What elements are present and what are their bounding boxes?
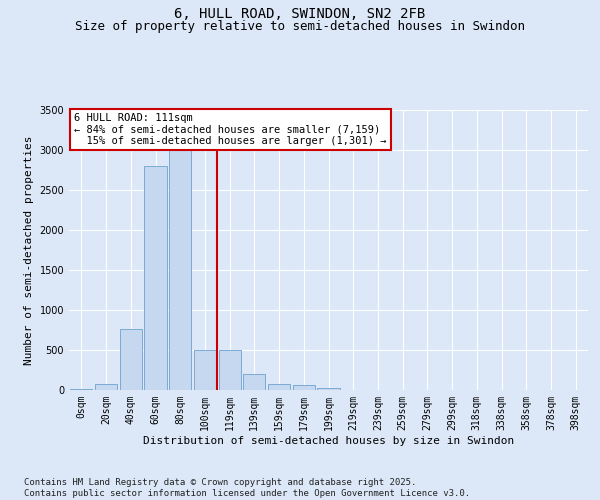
Bar [95, 384, 117, 390]
Bar [194, 350, 216, 390]
Bar [317, 388, 340, 390]
Bar [145, 166, 167, 390]
Y-axis label: Number of semi-detached properties: Number of semi-detached properties [24, 135, 34, 365]
Text: Size of property relative to semi-detached houses in Swindon: Size of property relative to semi-detach… [75, 20, 525, 33]
Bar [243, 374, 265, 390]
Bar [169, 134, 191, 390]
X-axis label: Distribution of semi-detached houses by size in Swindon: Distribution of semi-detached houses by … [143, 436, 514, 446]
Text: 6, HULL ROAD, SWINDON, SN2 2FB: 6, HULL ROAD, SWINDON, SN2 2FB [175, 8, 425, 22]
Bar [70, 389, 92, 390]
Bar [119, 329, 142, 390]
Text: Contains HM Land Registry data © Crown copyright and database right 2025.
Contai: Contains HM Land Registry data © Crown c… [24, 478, 470, 498]
Bar [293, 385, 315, 390]
Text: 6 HULL ROAD: 111sqm
← 84% of semi-detached houses are smaller (7,159)
  15% of s: 6 HULL ROAD: 111sqm ← 84% of semi-detach… [74, 113, 386, 146]
Bar [268, 384, 290, 390]
Bar [218, 350, 241, 390]
